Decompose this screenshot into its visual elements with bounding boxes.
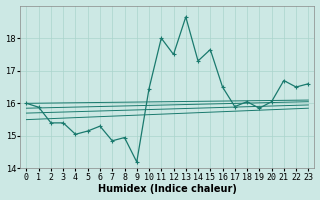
- X-axis label: Humidex (Indice chaleur): Humidex (Indice chaleur): [98, 184, 237, 194]
